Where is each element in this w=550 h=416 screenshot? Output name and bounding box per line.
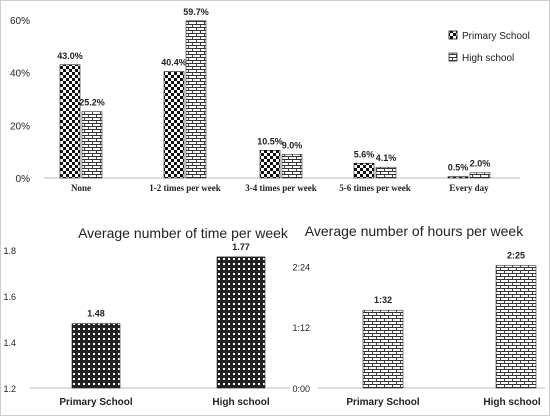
y-tick-label: 0:00: [292, 384, 310, 394]
bar-high: [495, 265, 537, 389]
data-label: 2.0%: [470, 159, 491, 169]
data-labels: 43.0% 25.2% 40.4% 59.7% 10.5%9.0% 5.6% 4.1% 0.5…: [57, 7, 490, 173]
data-label: 43.0%: [57, 51, 83, 61]
y-tick-labels: 0:00 1:12 2:24: [292, 262, 310, 394]
bar-primary: [353, 162, 375, 179]
bars: [59, 20, 491, 179]
y-tick-label: 1.8: [3, 246, 16, 256]
y-tick-label: 1.4: [3, 338, 16, 348]
category-label: Primary School: [346, 397, 420, 408]
bars: [71, 256, 266, 389]
category-labels: Primary School High school: [59, 397, 270, 408]
legend-swatch-primary: [448, 30, 458, 40]
data-labels: 1.48 1.77: [87, 242, 250, 319]
category-label: None: [71, 183, 91, 193]
category-labels: Primary School High school: [346, 397, 541, 408]
y-tick-label: 1.2: [3, 384, 16, 394]
y-tick-labels: 1.2 1.4 1.6 1.8: [3, 246, 16, 394]
data-labels: 1:32 2:25: [374, 250, 525, 305]
bars: [362, 265, 537, 389]
bar-primary: [447, 176, 469, 179]
data-label: 4.1%: [376, 153, 397, 163]
bar-high: [281, 154, 303, 179]
bar-primary: [259, 150, 281, 179]
chart-title-times: Average number of time per week: [78, 225, 289, 241]
category-label: Every day: [449, 183, 489, 193]
bar-high: [216, 256, 266, 389]
data-label: 5.6%: [354, 149, 375, 159]
category-label: 1-2 times per week: [149, 183, 221, 193]
bar-high: [375, 166, 397, 179]
bar-primary: [362, 309, 404, 389]
bar-high: [81, 111, 103, 179]
category-label: Primary School: [59, 397, 133, 408]
category-label: High school: [483, 397, 540, 408]
y-tick-label: 0%: [16, 174, 31, 185]
y-tick-labels: 0% 20% 40% 60%: [10, 16, 30, 185]
data-label: 9.0%: [282, 140, 303, 150]
category-labels: None 1-2 times per week 3-4 times per week…: [71, 183, 489, 193]
data-label: 1.77: [232, 242, 250, 252]
y-tick-label: 20%: [10, 121, 30, 132]
category-label: 5-6 times per week: [339, 183, 411, 193]
legend-swatch-high: [448, 52, 458, 62]
chart-times-per-week: Average number of time per week 1.21.41.…: [3, 225, 290, 408]
y-tick-label: 1:12: [292, 323, 310, 333]
data-label: 25.2%: [79, 98, 105, 108]
data-label: 10.5%: [257, 136, 283, 146]
y-tick-label: 1.6: [3, 292, 16, 302]
legend: Primary School High school: [448, 30, 530, 64]
legend-label-primary: Primary School: [462, 31, 530, 42]
data-label: 2:25: [507, 250, 525, 260]
chart-frequency: 0% 20% 40% 60% 43.0% 25.2% 40.4% 59.7% 10.5%9.0…: [10, 7, 530, 193]
bar-high: [185, 20, 207, 179]
bar-primary: [71, 323, 121, 389]
chart-hours-per-week: Average number of hours per week 0:00 1:1…: [292, 223, 545, 408]
bar-primary: [163, 71, 185, 179]
bar-high: [469, 172, 491, 179]
data-label: 59.7%: [183, 7, 209, 17]
y-tick-label: 40%: [10, 69, 30, 80]
data-label: 1:32: [374, 295, 392, 305]
data-label: 40.4%: [161, 58, 187, 68]
y-tick-label: 60%: [10, 16, 30, 27]
bar-primary: [59, 64, 81, 179]
y-tick-label: 2:24: [292, 262, 310, 272]
category-label: 3-4 times per week: [245, 183, 317, 193]
category-label: High school: [212, 397, 269, 408]
data-label: 0.5%: [448, 163, 469, 173]
legend-label-high: High school: [462, 53, 514, 64]
chart-title-hours: Average number of hours per week: [305, 223, 524, 239]
data-label: 1.48: [87, 309, 105, 319]
